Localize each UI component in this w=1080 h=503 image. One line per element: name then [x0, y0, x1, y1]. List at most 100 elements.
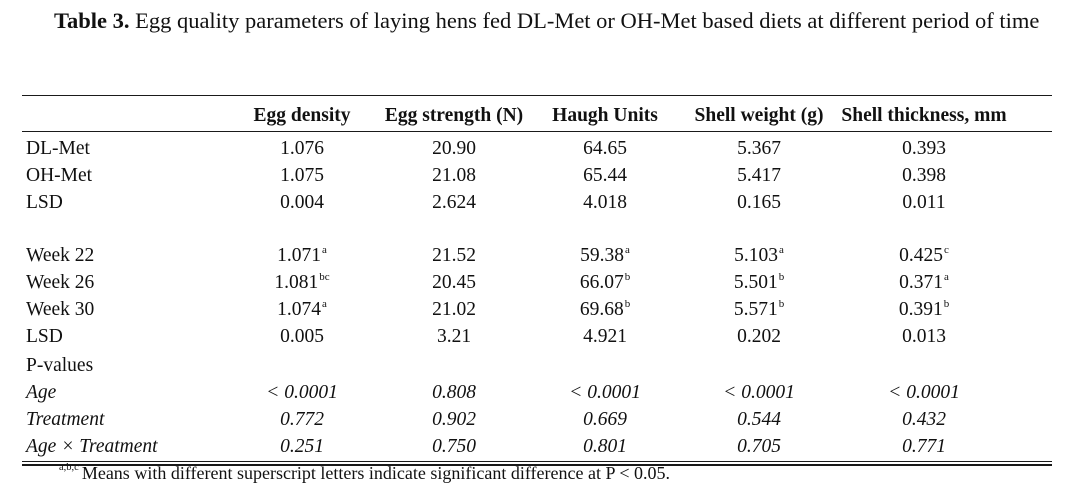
table-cell: 0.393 — [834, 135, 1014, 162]
table-cell: 1.071a — [212, 242, 392, 269]
cell-superscript: a — [778, 244, 784, 256]
cell-value: 5.501 — [733, 272, 778, 293]
table-cell: 2.624 — [364, 189, 544, 216]
cell-value: 5.417 — [737, 165, 781, 186]
column-header: Shell thickness, mm — [841, 105, 1007, 126]
cell-value: 20.90 — [432, 138, 476, 159]
table-cell: 0.005 — [212, 323, 392, 350]
footnote-text: Means with different superscript letters… — [81, 463, 670, 483]
cell-superscript: c — [943, 244, 949, 256]
table-footnote: a,b,c Means with different superscript le… — [58, 461, 670, 485]
cell-value: 1.081 — [274, 272, 319, 293]
cell-value: 0.251 — [280, 436, 324, 457]
table-cell: < 0.0001 — [669, 379, 849, 406]
table-cell: 3.21 — [364, 323, 544, 350]
cell-value: 1.074 — [277, 299, 321, 320]
table-cell: 1.076 — [212, 135, 392, 162]
table-row: LSD 0.004 2.624 4.018 0.165 0.011 — [22, 189, 1052, 216]
row-label: LSD — [26, 192, 63, 213]
cell-value: 65.44 — [583, 165, 627, 186]
row-label: Week 30 — [26, 299, 95, 320]
table-header-rule — [22, 131, 1052, 133]
table-cell: 0.425c — [834, 242, 1014, 269]
table-cell: 69.68b — [515, 296, 695, 323]
cell-value: 69.68 — [579, 299, 624, 320]
table-cell: < 0.0001 — [212, 379, 392, 406]
table-cell: 0.771 — [834, 433, 1014, 460]
cell-value: < 0.0001 — [569, 382, 641, 403]
cell-value: 0.902 — [432, 409, 476, 430]
cell-value: 5.103 — [734, 245, 778, 266]
cell-superscript: b — [778, 298, 785, 310]
cell-superscript: a — [321, 244, 327, 256]
table-cell: 21.52 — [364, 242, 544, 269]
cell-value: 1.076 — [280, 138, 324, 159]
cell-value: < 0.0001 — [888, 382, 960, 403]
cell-value: 0.202 — [737, 326, 781, 347]
data-table: Egg density Egg strength (N) Haugh Units Sh… — [22, 95, 1052, 466]
cell-value: 0.432 — [902, 409, 946, 430]
table-header-row: Egg density Egg strength (N) Haugh Units Sh… — [22, 102, 1052, 129]
cell-value: 0.801 — [583, 436, 627, 457]
table-cell: 5.367 — [669, 135, 849, 162]
table-cell: 59.38a — [515, 242, 695, 269]
cell-value: 0.808 — [432, 382, 476, 403]
table-cell: 1.081bc — [212, 269, 392, 296]
cell-value: 0.393 — [902, 138, 946, 159]
table-row: DL-Met 1.076 20.90 64.65 5.367 0.393 — [22, 135, 1052, 162]
table-row: P-values — [22, 352, 1052, 379]
footnote-superscripts: a,b,c — [59, 462, 79, 473]
table-row: LSD 0.005 3.21 4.921 0.202 0.013 — [22, 323, 1052, 350]
table-cell: 65.44 — [515, 162, 695, 189]
cell-value: 59.38 — [580, 245, 624, 266]
table-cell: 1.074a — [212, 296, 392, 323]
table-cell: 0.902 — [364, 406, 544, 433]
cell-value: 66.07 — [579, 272, 624, 293]
row-label: Week 26 — [26, 272, 95, 293]
table-cell: 0.772 — [212, 406, 392, 433]
table-cell: 0.391b — [834, 296, 1014, 323]
cell-value: 0.004 — [280, 192, 324, 213]
table-cell: 5.501b — [669, 269, 849, 296]
table-row: Week 22 1.071a 21.52 59.38a 5.103a 0.425c — [22, 242, 1052, 269]
cell-value: 0.398 — [902, 165, 946, 186]
cell-value: 4.018 — [583, 192, 627, 213]
cell-value: 1.071 — [277, 245, 321, 266]
row-label: Age — [26, 382, 57, 403]
row-label: P-values — [26, 355, 94, 376]
cell-value: 5.367 — [737, 138, 781, 159]
table-cell: 0.705 — [669, 433, 849, 460]
cell-value: 2.624 — [432, 192, 476, 213]
cell-value: 0.013 — [902, 326, 946, 347]
cell-superscript: b — [624, 271, 631, 283]
cell-value: 0.544 — [737, 409, 781, 430]
table-cell: 21.02 — [364, 296, 544, 323]
cell-superscript: a — [943, 271, 949, 283]
table-cell: 4.018 — [515, 189, 695, 216]
table-cell: 0.165 — [669, 189, 849, 216]
cell-value: 0.165 — [737, 192, 781, 213]
cell-value: 5.571 — [733, 299, 778, 320]
cell-superscript: a — [624, 244, 630, 256]
row-label: DL-Met — [26, 138, 90, 159]
table-cell: 4.921 — [515, 323, 695, 350]
cell-value: 21.02 — [432, 299, 476, 320]
cell-value: 20.45 — [432, 272, 476, 293]
table-row: Week 30 1.074a 21.02 69.68b 5.571b 0.391b — [22, 296, 1052, 323]
cell-value: < 0.0001 — [723, 382, 795, 403]
table-cell: 21.08 — [364, 162, 544, 189]
table-bottom-rule — [22, 461, 1052, 468]
row-label: Treatment — [26, 409, 105, 430]
cell-value: 4.921 — [583, 326, 627, 347]
table-cell: 0.013 — [834, 323, 1014, 350]
table-cell: 0.669 — [515, 406, 695, 433]
table-cell: 0.011 — [834, 189, 1014, 216]
table-cell: 0.801 — [515, 433, 695, 460]
table-caption-text: Egg quality parameters of laying hens fe… — [135, 8, 1040, 33]
table-cell: 0.750 — [364, 433, 544, 460]
table-cell: 64.65 — [515, 135, 695, 162]
table-cell: 20.45 — [364, 269, 544, 296]
table-cell: 5.417 — [669, 162, 849, 189]
table-caption-label: Table 3. — [54, 8, 130, 33]
row-label: Age × Treatment — [26, 436, 158, 457]
